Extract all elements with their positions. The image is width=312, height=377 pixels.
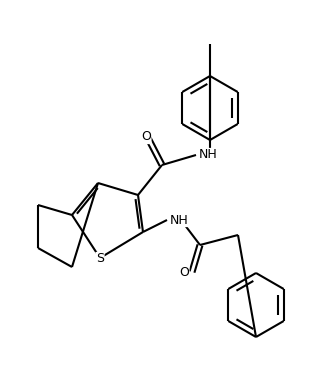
Text: O: O (141, 130, 151, 144)
Text: NH: NH (199, 149, 218, 161)
Text: S: S (96, 253, 104, 265)
Text: O: O (179, 265, 189, 279)
Text: NH: NH (170, 213, 189, 227)
